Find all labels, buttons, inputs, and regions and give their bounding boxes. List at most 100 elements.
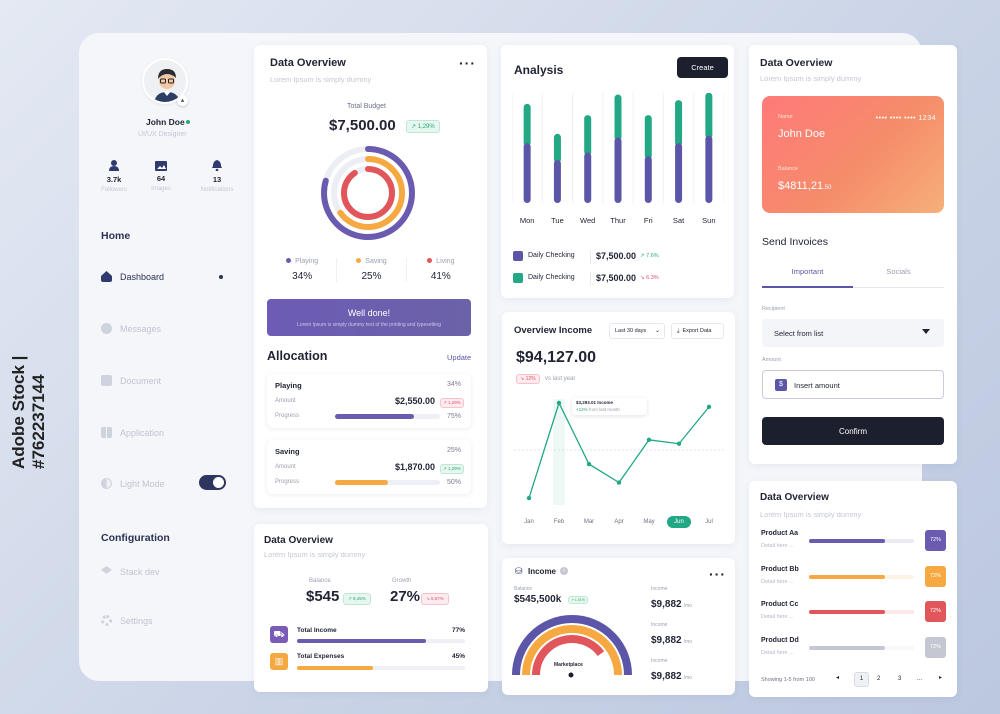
page-3[interactable]: 3 — [898, 676, 902, 682]
product-track — [809, 645, 914, 650]
point-apr[interactable] — [616, 480, 622, 485]
gauge-arc-red — [532, 635, 612, 676]
sidebar-item-label: Stack dev — [120, 566, 160, 577]
allocation-change: ↗ 1,29% — [440, 464, 464, 474]
legend-label: Daily Checking — [528, 252, 575, 259]
bar-sun-top — [705, 93, 713, 139]
allocation-pct: 25% — [446, 447, 461, 454]
stat-followers[interactable]: 3.7k Followers — [97, 158, 131, 193]
legend-swatch — [513, 251, 523, 261]
product-row[interactable]: Product Dd Detail here ... 72% — [761, 636, 947, 660]
page-ellipsis: ... — [917, 676, 923, 682]
sidebar-item-dashboard[interactable]: Dashboard — [101, 271, 164, 282]
sidebar-item-light-mode: Light Mode — [101, 478, 165, 489]
tooltip-change: +12% — [576, 407, 588, 412]
balance-value: $545 — [306, 588, 340, 605]
income-total-value: $94,127.00 — [516, 349, 597, 366]
stat-label: Income — [651, 622, 668, 628]
point-jun[interactable] — [676, 441, 682, 446]
profile-name: John Doe — [146, 117, 185, 127]
tab-socials[interactable]: Socials — [853, 258, 944, 288]
point-jul[interactable] — [706, 404, 712, 410]
allocation-amount: $2,550.00 — [395, 396, 436, 406]
home-icon — [101, 271, 112, 282]
sidebar-item-settings[interactable]: Settings — [101, 615, 153, 626]
product-name: Product Cc — [761, 601, 799, 608]
product-pct-badge: 72% — [925, 601, 946, 622]
total-income-fill — [297, 639, 427, 643]
prev-page-icon[interactable]: ◂ — [836, 675, 840, 681]
month-label[interactable]: May — [643, 519, 655, 525]
point-mar[interactable] — [586, 461, 592, 467]
amount-input[interactable]: $ Insert amount — [762, 370, 944, 399]
legend-label: Living — [436, 258, 455, 265]
light-mode-toggle[interactable] — [199, 475, 226, 490]
sidebar-item-messages[interactable]: Messages — [101, 323, 161, 334]
card-subtitle: Lorem Ipsum is simply dummy — [270, 75, 372, 84]
more-options-icon[interactable]: ··· — [709, 566, 726, 582]
tab-important[interactable]: Important — [762, 258, 853, 288]
month-label[interactable]: Apr — [614, 519, 624, 525]
total-expenses-label: Total Expenses — [297, 653, 345, 660]
profile-role: UI/UX Designer — [138, 131, 187, 138]
income-balance-change: ↗ 1,01% — [568, 596, 588, 604]
allocation-item-saving: Saving 25% Amount $1,870.00 ↗ 1,29% Prog… — [267, 440, 471, 494]
day-label: Sun — [702, 216, 716, 225]
income-change-badge: ↘ 12% — [516, 374, 540, 384]
product-row[interactable]: Product Aa Detail here ... 72% — [761, 529, 947, 553]
well-done-banner[interactable]: Well done! Lorem Ipsum is simply dummy t… — [267, 299, 471, 336]
allocation-title: Allocation — [267, 349, 328, 363]
export-button[interactable]: ⤓ Export Data — [671, 323, 724, 339]
stat-label: Income — [651, 586, 668, 592]
stat-value: $9,882 — [651, 671, 682, 682]
range-dropdown[interactable]: Last 30 days ⌄ — [609, 323, 665, 339]
confirm-button[interactable]: Confirm — [762, 417, 944, 445]
bar-sun-bottom — [705, 135, 713, 203]
overview-income-title: Overview Income — [514, 325, 593, 336]
month-label[interactable]: Mar — [583, 519, 595, 525]
month-label[interactable]: Jan — [524, 519, 534, 525]
stat-value: 13 — [212, 175, 222, 184]
page-2[interactable]: 2 — [877, 676, 881, 682]
sidebar-item-document[interactable]: Document — [101, 375, 161, 386]
legend-item-playing: Playing 34% — [268, 258, 338, 282]
online-dot-icon — [186, 120, 190, 124]
create-button[interactable]: Create — [677, 57, 728, 78]
allocation-change: ↗ 1,29% — [440, 398, 464, 408]
recipient-select[interactable]: Select from list — [762, 319, 944, 347]
month-label[interactable]: Feb — [553, 519, 565, 525]
income-change-text: vs last year — [545, 376, 576, 382]
page-1[interactable]: 1 — [854, 672, 869, 687]
point-may[interactable] — [646, 437, 652, 443]
sidebar-item-stack-dev[interactable]: Stack dev — [101, 566, 160, 577]
product-fill — [809, 539, 885, 543]
sidebar-item-label: Application — [120, 427, 165, 438]
point-jan[interactable] — [526, 495, 532, 501]
product-track — [809, 574, 914, 579]
sidebar-item-application[interactable]: Application — [101, 427, 164, 438]
invoices-title: Send Invoices — [762, 236, 828, 248]
layers-icon — [101, 566, 112, 574]
stat-value: $9,882 — [651, 599, 682, 610]
legend-divider — [590, 250, 591, 264]
update-link[interactable]: Update — [447, 353, 472, 362]
product-row[interactable]: Product Cc Detail here ... 72% — [761, 600, 947, 624]
card-title: Data Overview — [760, 57, 833, 69]
balance-overview-card — [254, 524, 488, 692]
more-options-icon[interactable]: ··· — [459, 55, 476, 71]
banner-title: Well done! — [347, 308, 391, 318]
bar-tue-top — [553, 133, 561, 163]
point-feb[interactable] — [556, 400, 562, 406]
sidebar-item-label: Light Mode — [120, 478, 165, 489]
stat-images[interactable]: 64 Images — [144, 158, 178, 192]
stat-notifications[interactable]: 13 Notifications — [194, 158, 240, 193]
pagination-info: Showing 1-5 from 100 — [761, 677, 815, 683]
legend-divider — [590, 272, 591, 286]
credit-card[interactable]: Name John Doe •••• •••• •••• 1234 Balanc… — [762, 96, 944, 213]
next-page-icon[interactable]: ▸ — [939, 675, 943, 681]
month-label[interactable]: Jun — [667, 516, 691, 528]
product-row[interactable]: Product Bb Detail here ... 72% — [761, 565, 947, 589]
month-label[interactable]: Jul — [705, 519, 713, 525]
export-label: Export Data — [682, 328, 712, 334]
sidebar-item-label: Document — [120, 375, 162, 386]
